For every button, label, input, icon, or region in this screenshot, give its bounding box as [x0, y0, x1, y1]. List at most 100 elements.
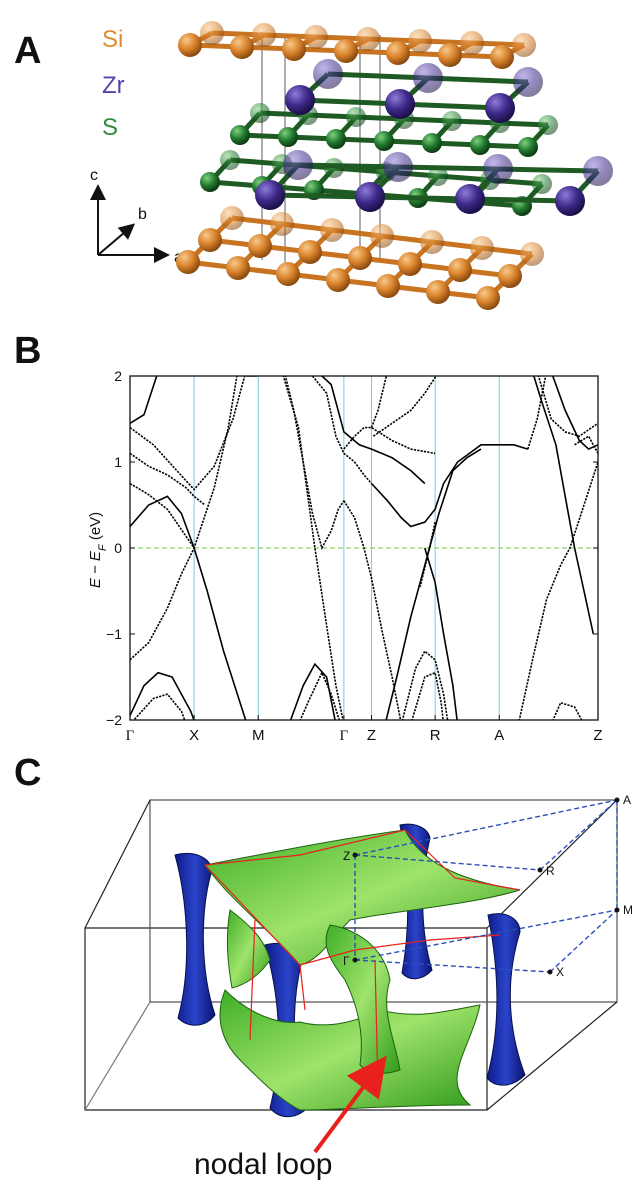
brillouin-zone-box	[84, 799, 618, 1111]
band-line	[372, 376, 438, 437]
si-bottom-atom	[476, 286, 500, 310]
band-line	[311, 376, 373, 485]
zr-upper-atom	[313, 59, 343, 89]
zr-lower-atom	[255, 180, 285, 210]
y-tick-label: −2	[106, 712, 122, 728]
nodal-loop-arrow	[313, 1055, 387, 1154]
x-tick-label: Z	[593, 727, 602, 744]
si-top-atom	[356, 27, 380, 51]
y-tick-label: 2	[114, 368, 122, 384]
axis-label-b: b	[138, 206, 147, 223]
si-top-atom	[252, 23, 276, 47]
si-bottom-atom	[348, 246, 372, 270]
si-bottom-atom	[398, 252, 422, 276]
zr-lower-atom	[283, 150, 313, 180]
s-upper-atom	[442, 111, 462, 131]
zr-lower-atom	[383, 152, 413, 182]
bz-label-gamma: Γ	[343, 954, 350, 968]
panel-a-letter: A	[14, 30, 42, 72]
zr-lower-bond	[269, 192, 371, 200]
si-top-atom	[408, 29, 432, 53]
x-tick-label: M	[252, 727, 265, 744]
si-bottom-atom	[298, 240, 322, 264]
s-upper-atom	[422, 133, 442, 153]
green-fermi-pocket	[204, 829, 521, 1111]
x-tick-label: R	[430, 727, 441, 744]
x-tick-label: Γ	[340, 728, 349, 744]
band-line	[132, 693, 186, 720]
si-top-atom	[386, 41, 410, 65]
zr-upper-atom	[485, 93, 515, 123]
band-structure-chart: −2 −1 0 1 2 Γ X M Γ Z R A Z E − EF (eV)	[87, 368, 603, 744]
y-tick-label: −1	[106, 626, 122, 642]
zr-lower-atom	[455, 184, 485, 214]
legend-zr: Zr	[102, 72, 125, 99]
x-tick-label: Γ	[126, 728, 135, 744]
band-line	[532, 376, 595, 635]
axis-label-c: c	[90, 167, 98, 184]
y-tick-label: 0	[114, 540, 122, 556]
panel-b-letter: B	[14, 330, 42, 372]
s-upper-atom	[538, 115, 558, 135]
si-bottom-atom	[370, 224, 394, 248]
x-tick-label: Z	[367, 727, 376, 744]
band-line	[537, 376, 598, 438]
si-top-atom	[304, 25, 328, 49]
fermi-surface-3d: A Z R M Γ X	[84, 793, 633, 1154]
si-top-atom	[282, 37, 306, 61]
si-top-atom	[200, 21, 224, 45]
s-upper-atom	[470, 135, 490, 155]
bz-high-symmetry-paths	[354, 799, 618, 973]
bz-label-A: A	[623, 793, 631, 807]
band-line	[130, 495, 247, 720]
s-upper-atom	[374, 131, 394, 151]
band-line	[289, 662, 336, 720]
x-tick-label: X	[189, 727, 199, 744]
legend-s: S	[102, 114, 119, 141]
y-axis-label: E − EF (eV)	[87, 512, 109, 588]
zr-lower-bond	[369, 194, 471, 202]
x-tick-label: A	[494, 727, 504, 744]
band-line	[551, 376, 598, 451]
band-line	[518, 461, 598, 720]
s-lower-atom	[532, 174, 552, 194]
band-line	[284, 376, 345, 551]
si-top-atom	[178, 33, 202, 57]
zr-upper-bond	[299, 97, 401, 107]
band-line	[130, 671, 195, 720]
bz-label-M: M	[623, 903, 633, 917]
zr-lower-bond	[469, 196, 571, 204]
zr-lower-bond	[497, 166, 599, 174]
band-line	[552, 701, 583, 720]
si-top-atom	[460, 31, 484, 55]
zr-upper-atom	[385, 89, 415, 119]
si-top-atom	[230, 35, 254, 59]
si-bottom-atom	[270, 212, 294, 236]
zr-lower-bond	[297, 162, 399, 170]
s-upper-atom	[278, 127, 298, 147]
band-line	[130, 547, 195, 661]
band-line	[370, 444, 529, 528]
zr-lower-atom	[483, 154, 513, 184]
band-line	[282, 376, 344, 720]
s-lower-atom	[428, 166, 448, 186]
panel-c-letter: C	[14, 752, 42, 794]
s-upper-atom	[518, 137, 538, 157]
band-line	[401, 649, 449, 720]
si-bottom-atom	[248, 234, 272, 258]
band-line	[419, 522, 436, 587]
band-line	[411, 671, 444, 720]
band-line	[385, 448, 482, 720]
band-line	[130, 376, 158, 424]
zr-upper-bond	[399, 101, 501, 111]
bz-label-R: R	[546, 864, 555, 878]
s-upper-atom	[230, 125, 250, 145]
zr-upper-atom	[285, 85, 315, 115]
s-lower-atom	[200, 172, 220, 192]
s-upper-atom	[326, 129, 346, 149]
si-bottom-atom	[448, 258, 472, 282]
zr-upper-atom	[513, 67, 543, 97]
bz-label-X: X	[556, 965, 564, 979]
zr-lower-bond	[397, 164, 499, 172]
y-tick-label: 1	[114, 454, 122, 470]
